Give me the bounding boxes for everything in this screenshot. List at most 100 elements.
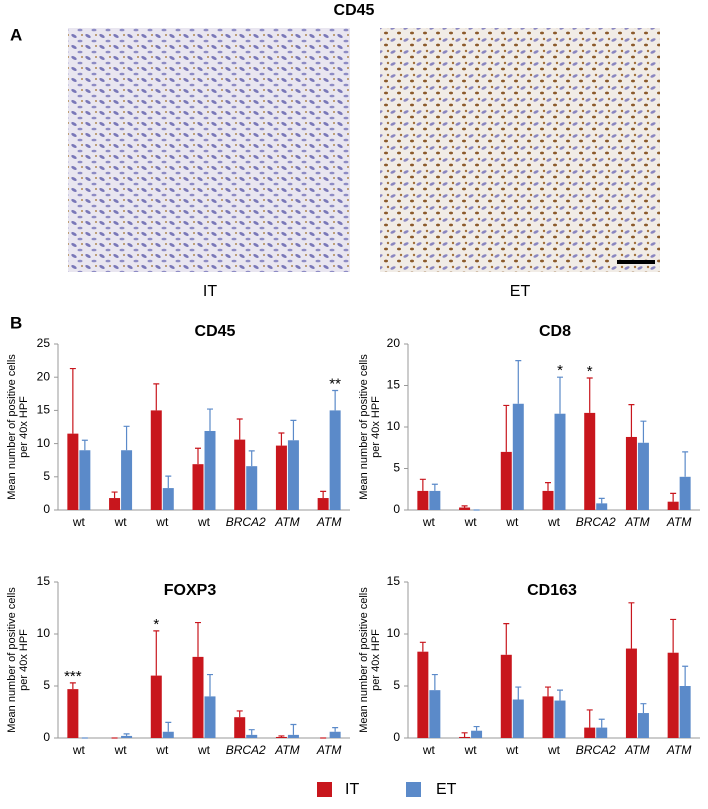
x-tick-label: wt	[505, 743, 519, 757]
bar	[512, 699, 524, 738]
y-axis-label: Mean number of positive cells	[358, 587, 370, 733]
bar	[204, 696, 216, 738]
micrograph	[68, 28, 350, 272]
error-bar	[473, 725, 480, 731]
error-bar	[503, 404, 510, 452]
error-bar	[278, 735, 285, 737]
x-tick-label: ATM	[316, 515, 341, 529]
x-tick-label: wt	[155, 743, 169, 757]
significance-label: *	[557, 362, 563, 379]
y-axis-label: per 40x HPF	[18, 629, 30, 691]
error-bar	[670, 492, 677, 502]
x-tick-label: wt	[114, 515, 128, 529]
y-tick-label: 10	[37, 436, 51, 450]
bar	[542, 490, 554, 510]
error-bar	[682, 451, 689, 477]
y-axis-label: per 40x HPF	[370, 396, 382, 458]
bar	[542, 696, 554, 738]
bar	[246, 734, 258, 738]
bar	[429, 490, 441, 510]
error-bar	[461, 732, 468, 737]
error-bar	[278, 432, 285, 446]
error-bar	[515, 686, 522, 700]
x-tick-label: ATM	[274, 515, 299, 529]
bar	[429, 690, 441, 738]
bar	[625, 436, 637, 510]
bar	[275, 736, 287, 738]
bar	[192, 464, 204, 510]
y-tick-label: 5	[43, 469, 50, 483]
image-label: ET	[510, 283, 531, 300]
x-tick-label: wt	[197, 515, 211, 529]
error-bar	[290, 723, 297, 735]
error-bar	[165, 475, 172, 489]
panel-label: A	[10, 25, 22, 44]
bar	[287, 734, 299, 738]
y-tick-label: 0	[43, 730, 50, 744]
error-bar	[431, 483, 438, 491]
bar	[317, 498, 329, 510]
bar	[679, 686, 691, 738]
error-bar	[598, 718, 605, 728]
y-tick-label: 5	[393, 461, 400, 475]
y-tick-label: 10	[37, 626, 51, 640]
error-bar	[153, 630, 160, 676]
error-bar	[431, 673, 438, 691]
x-tick-label: wt	[464, 743, 478, 757]
y-tick-label: 15	[387, 378, 401, 392]
bar	[459, 507, 471, 510]
bar	[417, 651, 429, 738]
bar	[121, 735, 133, 738]
bar	[67, 689, 79, 738]
y-tick-label: 5	[393, 678, 400, 692]
bar	[329, 410, 341, 510]
bar	[121, 450, 133, 510]
x-tick-label: ATM	[316, 743, 341, 757]
error-bar	[248, 729, 255, 735]
y-tick-label: 15	[37, 574, 51, 588]
bar	[554, 413, 566, 510]
error-bar	[503, 623, 510, 655]
error-bar	[195, 447, 201, 465]
error-bar	[419, 478, 426, 491]
bar	[500, 451, 512, 510]
chart-title: CD45	[195, 323, 236, 340]
error-bar	[586, 709, 593, 728]
x-tick-label: wt	[464, 515, 478, 529]
x-tick-label: BRCA2	[576, 743, 616, 757]
error-bar	[290, 419, 297, 441]
error-bar	[332, 389, 339, 411]
y-axis-label: Mean number of positive cells	[6, 587, 18, 733]
x-tick-label: ATM	[274, 743, 299, 757]
bar	[79, 450, 91, 510]
error-bar	[69, 367, 76, 434]
y-tick-label: 15	[387, 574, 401, 588]
error-bar	[545, 482, 551, 491]
micrograph	[380, 28, 660, 272]
bar	[162, 731, 174, 738]
bar	[459, 736, 471, 738]
error-bar	[557, 689, 563, 701]
chart-title: CD163	[527, 582, 577, 599]
significance-label: ***	[64, 668, 82, 685]
bar	[162, 488, 174, 510]
bar	[584, 412, 596, 510]
bar	[637, 713, 649, 738]
bar	[204, 430, 216, 510]
y-axis-label: per 40x HPF	[18, 396, 30, 458]
y-axis-label: Mean number of positive cells	[358, 354, 370, 500]
x-tick-label: wt	[505, 515, 519, 529]
significance-label: *	[153, 616, 159, 633]
bar	[667, 652, 679, 738]
error-bar	[557, 376, 563, 414]
panel-label: B	[10, 313, 22, 332]
error-bar	[320, 490, 327, 499]
error-bar	[461, 505, 468, 508]
error-bar	[628, 403, 635, 437]
chart-title: FOXP3	[164, 582, 217, 599]
legend-swatch	[317, 782, 332, 797]
y-tick-label: 25	[37, 336, 51, 350]
y-tick-label: 0	[43, 502, 50, 516]
y-tick-label: 5	[43, 678, 50, 692]
